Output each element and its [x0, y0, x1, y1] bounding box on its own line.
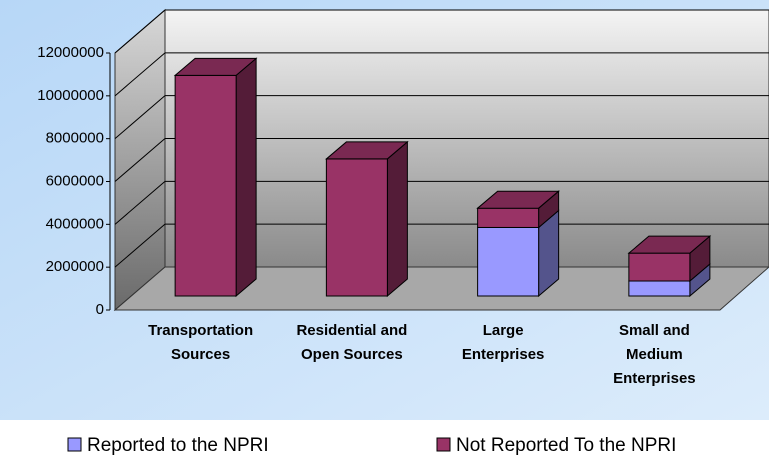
- x-tick-label: Medium: [626, 346, 683, 363]
- bar-top: [476, 190, 560, 209]
- x-tick-label: Large: [483, 322, 524, 339]
- grid-line: [114, 138, 166, 182]
- bar-top: [627, 235, 712, 254]
- bar-top: [173, 57, 258, 76]
- legend-swatch: [436, 437, 451, 452]
- legend-label: Not Reported To the NPRI: [456, 435, 676, 456]
- y-tick-label: 6000000: [46, 172, 104, 189]
- y-tick-label: 0: [96, 301, 104, 318]
- grid-line: [114, 9, 166, 54]
- bar: [628, 252, 691, 282]
- y-tick-label: 4000000: [46, 215, 104, 232]
- bar-side: [235, 57, 257, 298]
- legend-swatch: [67, 437, 82, 452]
- y-tick-label: 8000000: [46, 130, 104, 147]
- legend-label: Reported to the NPRI: [87, 435, 269, 456]
- x-tick-label: Small and: [619, 322, 690, 339]
- bar-top: [325, 141, 409, 160]
- x-tick-label: Enterprises: [462, 346, 545, 363]
- bar-side: [386, 140, 408, 298]
- grid-line: [114, 52, 166, 97]
- legend-background: [0, 420, 769, 469]
- y-tick-label: 10000000: [37, 87, 104, 104]
- bar: [477, 207, 540, 228]
- y-tick-label: 12000000: [37, 44, 104, 61]
- bar: [174, 74, 237, 297]
- grid-line: [114, 223, 166, 268]
- x-tick-label: Residential and: [296, 322, 407, 339]
- bar: [477, 226, 540, 297]
- bar: [628, 280, 691, 297]
- x-tick-label: Transportation: [148, 322, 253, 339]
- x-tick-label: Enterprises: [613, 370, 696, 387]
- bar: [325, 158, 388, 297]
- y-tick-label: 2000000: [46, 258, 104, 275]
- x-tick-label: Open Sources: [301, 346, 403, 363]
- floor: [113, 266, 769, 311]
- grid-line: [114, 180, 166, 225]
- grid-line: [114, 95, 166, 140]
- x-tick-label: Sources: [171, 346, 230, 363]
